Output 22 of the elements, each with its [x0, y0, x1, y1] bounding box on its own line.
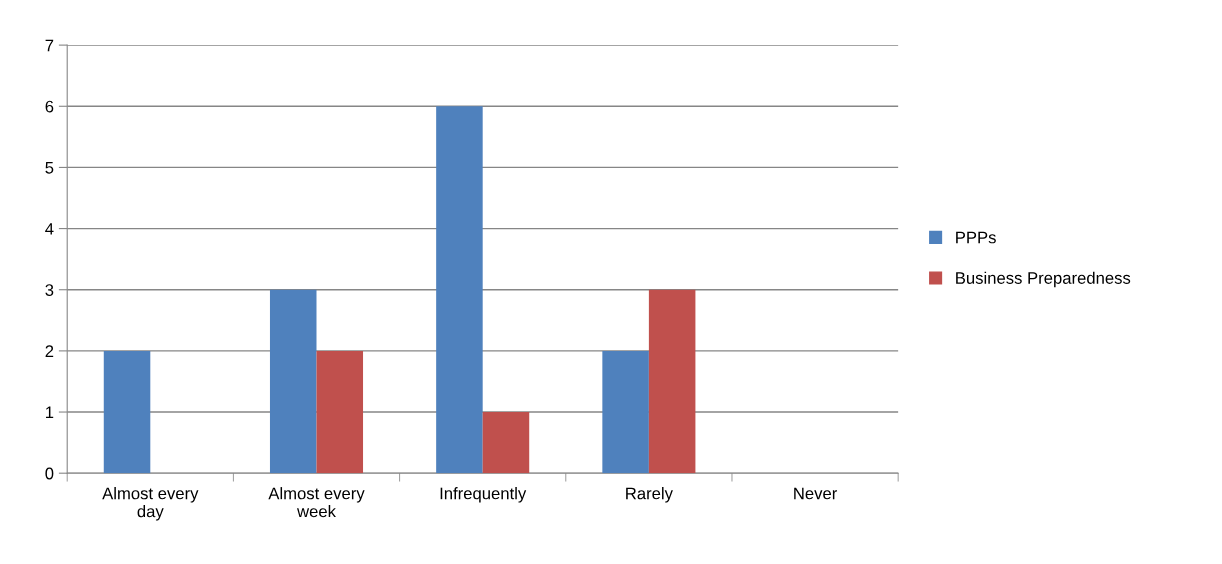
y-tick-label: 7 [45, 39, 54, 52]
x-tick-label: Never [794, 487, 838, 500]
y-tick-label: 0 [45, 467, 54, 480]
x-tick-label: Infrequently [440, 487, 527, 503]
y-tick-label: 4 [45, 223, 54, 235]
y-tick-label: 6 [45, 100, 54, 113]
y-tick-label: 2 [45, 345, 54, 357]
x-tick-label: Almost every day [102, 487, 199, 521]
bar [482, 412, 530, 474]
y-tick-label: 5 [45, 162, 54, 174]
legend-label: Business Preparedness [956, 271, 1131, 288]
bar [103, 350, 151, 474]
legend-label: PPPs [956, 231, 996, 244]
bar [602, 350, 649, 474]
y-tick-label: 3 [45, 284, 54, 296]
bar [436, 106, 483, 474]
bar [648, 289, 696, 474]
bar [269, 289, 317, 474]
x-tick-label: Rarely [626, 487, 673, 503]
y-tick-label: 1 [46, 406, 54, 419]
bar [316, 350, 364, 474]
x-tick-label: Almost every week [268, 487, 365, 518]
